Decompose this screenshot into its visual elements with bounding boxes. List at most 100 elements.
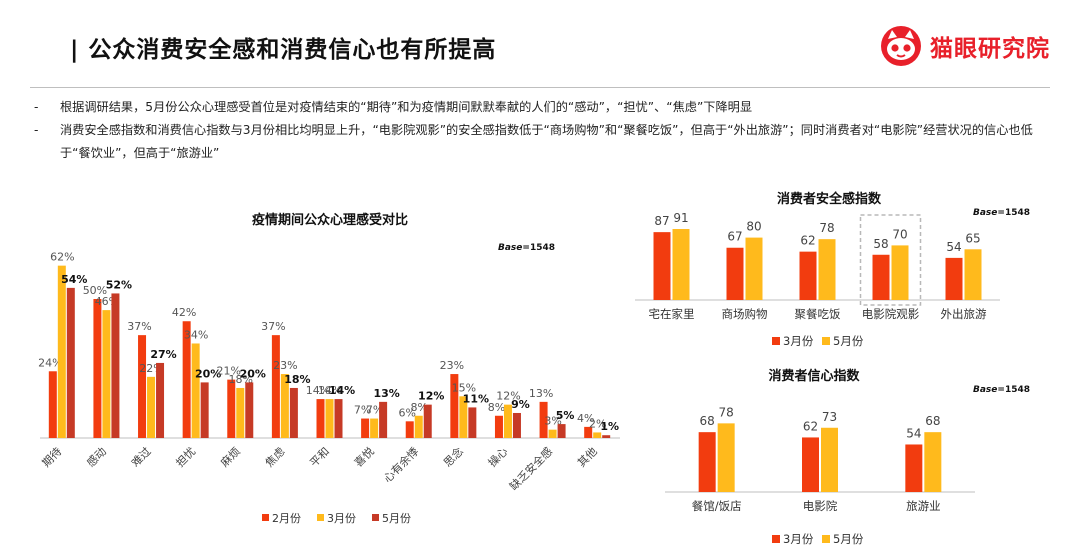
x-tick-label: 平和	[307, 445, 332, 470]
legend-label: 5月份	[833, 334, 864, 348]
x-tick-label: 思念	[441, 444, 466, 469]
bar	[468, 407, 477, 438]
brand-name: 猫眼研究院	[930, 36, 1050, 62]
data-label: 78	[719, 405, 734, 419]
data-label: 7%	[354, 404, 371, 417]
data-label: 2%	[589, 417, 606, 430]
data-label: 4%	[577, 412, 594, 425]
bar	[361, 418, 370, 438]
x-tick-label: 焦虑	[263, 445, 288, 470]
bar	[93, 299, 102, 438]
data-label: 91	[673, 211, 688, 225]
data-label: 87	[654, 214, 669, 228]
bar	[584, 426, 593, 438]
legend-label: 2月份	[272, 512, 301, 525]
header-divider	[30, 87, 1050, 88]
x-tick-label: 其他	[575, 445, 600, 470]
data-label: 78	[819, 221, 834, 235]
x-tick-label: 喜悦	[351, 444, 376, 469]
data-label: 18%	[284, 373, 310, 386]
x-tick-label: 难过	[129, 445, 154, 470]
data-label: 70	[892, 227, 907, 241]
data-label: 52%	[106, 278, 132, 291]
x-tick-label: 电影院	[803, 499, 838, 513]
x-tick-label: 餐馆/饭店	[692, 499, 742, 513]
data-label: 13%	[529, 387, 553, 400]
data-label: 14%	[329, 384, 355, 397]
legend-swatch	[317, 514, 324, 521]
bar	[271, 335, 280, 438]
data-label: 23%	[440, 359, 464, 372]
data-label: 62%	[50, 251, 74, 264]
brand-logo: 猫眼研究院	[880, 24, 1050, 68]
bullet-dash: -	[34, 100, 39, 114]
bar	[147, 376, 156, 438]
bar	[503, 404, 512, 438]
data-label: 68	[925, 414, 940, 428]
bar	[557, 424, 566, 438]
x-tick-label: 商场购物	[722, 307, 768, 321]
bar	[245, 382, 254, 438]
x-tick-label: 心有余悸	[380, 444, 421, 485]
data-label: 37%	[127, 320, 151, 333]
data-label: 27%	[150, 348, 176, 361]
highlight-box	[859, 214, 922, 306]
data-label: 50%	[83, 284, 107, 297]
legend-label: 3月份	[327, 512, 356, 525]
data-label: 3%	[544, 415, 561, 428]
bar	[745, 237, 763, 300]
bar	[289, 387, 298, 438]
bar	[494, 415, 503, 438]
bar	[512, 412, 521, 438]
bar	[191, 343, 200, 438]
bar	[602, 435, 611, 438]
bar	[821, 427, 838, 492]
bar	[379, 401, 388, 438]
bar	[66, 287, 75, 438]
bar	[905, 444, 923, 492]
bar	[370, 418, 379, 438]
bar	[48, 371, 57, 438]
bar	[698, 432, 716, 492]
x-tick-label: 宅在家里	[649, 307, 695, 321]
bullet-text: 根据调研结果，5月份公众心理感受首位是对疫情结束的“期待”和为疫情期间默默奉献的…	[60, 100, 753, 114]
bullet-dash: -	[34, 123, 39, 137]
bar	[964, 249, 982, 300]
bar	[423, 404, 432, 438]
x-tick-label: 外出旅游	[941, 307, 987, 321]
data-label: 37%	[261, 320, 285, 333]
data-label: 1%	[600, 420, 619, 433]
data-label: 5%	[556, 409, 575, 422]
legend-swatch	[772, 535, 780, 543]
legend-swatch	[372, 514, 379, 521]
bar	[891, 245, 909, 300]
base-label: Base=1548	[498, 243, 555, 253]
x-tick-label: 操心	[485, 444, 510, 469]
data-label: 42%	[172, 306, 196, 319]
data-label: 65	[965, 231, 980, 245]
data-label: 62	[803, 419, 818, 433]
data-label: 73	[822, 410, 837, 424]
data-label: 54	[946, 240, 961, 254]
bar	[653, 232, 671, 300]
data-label: 20%	[240, 367, 266, 380]
x-tick-label: 聚餐吃饭	[795, 307, 841, 321]
legend-swatch	[262, 514, 269, 521]
bar	[111, 293, 120, 438]
x-tick-label: 电影院观影	[862, 307, 920, 321]
data-label: 13%	[373, 387, 399, 400]
title-separator: |	[70, 37, 89, 63]
data-label: 21%	[217, 365, 241, 378]
bar	[405, 421, 414, 438]
bar	[57, 265, 66, 438]
bar	[924, 432, 942, 492]
data-label: 80	[746, 220, 761, 234]
data-label: 6%	[399, 406, 416, 419]
bar	[802, 437, 819, 492]
bar	[138, 335, 147, 438]
base-label: Base=1548	[973, 208, 1030, 218]
bullet-item: - 根据调研结果，5月份公众心理感受首位是对疫情结束的“期待”和为疫情期间默默奉…	[34, 96, 1054, 119]
bar	[280, 374, 289, 438]
cat-logo-icon	[881, 26, 921, 66]
